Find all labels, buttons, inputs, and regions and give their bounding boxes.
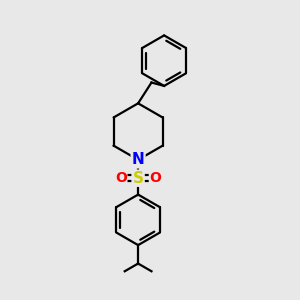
Text: N: N bbox=[132, 152, 145, 167]
Text: S: S bbox=[133, 171, 144, 186]
Text: O: O bbox=[115, 171, 127, 185]
Text: O: O bbox=[149, 171, 161, 185]
